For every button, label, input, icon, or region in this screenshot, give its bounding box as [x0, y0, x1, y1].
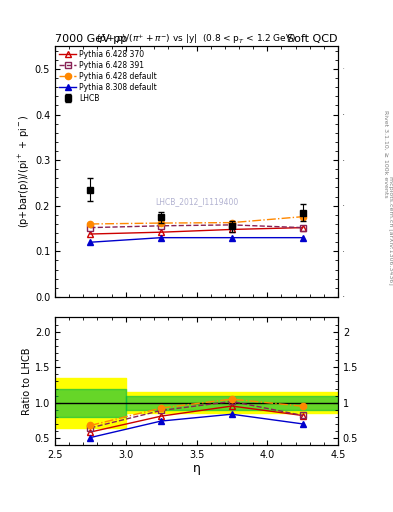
Pythia 6.428 default — [300, 214, 305, 220]
Text: Soft QCD: Soft QCD — [288, 33, 338, 44]
Line: Pythia 8.308 default: Pythia 8.308 default — [87, 234, 306, 245]
Pythia 6.428 391 — [300, 225, 305, 231]
Y-axis label: (p+bar(p))/(pi$^+$ + pi$^-$): (p+bar(p))/(pi$^+$ + pi$^-$) — [17, 115, 32, 228]
Pythia 6.428 391 — [159, 223, 163, 229]
Pythia 6.428 default — [230, 220, 234, 226]
Pythia 6.428 370 — [159, 229, 163, 235]
Legend: Pythia 6.428 370, Pythia 6.428 391, Pythia 6.428 default, Pythia 8.308 default, : Pythia 6.428 370, Pythia 6.428 391, Pyth… — [58, 49, 158, 104]
Pythia 6.428 391 — [230, 222, 234, 228]
Pythia 8.308 default — [159, 234, 163, 241]
Text: LHCB_2012_I1119400: LHCB_2012_I1119400 — [155, 197, 238, 206]
Text: Rivet 3.1.10, ≥ 100k events: Rivet 3.1.10, ≥ 100k events — [383, 110, 388, 198]
Pythia 6.428 370 — [230, 226, 234, 232]
Line: Pythia 6.428 370: Pythia 6.428 370 — [87, 224, 306, 237]
Pythia 8.308 default — [230, 234, 234, 241]
Line: Pythia 6.428 default: Pythia 6.428 default — [87, 214, 306, 227]
Pythia 6.428 370 — [88, 231, 93, 237]
Pythia 6.428 default — [88, 221, 93, 227]
Text: 7000 GeV pp: 7000 GeV pp — [55, 33, 127, 44]
Y-axis label: Ratio to LHCB: Ratio to LHCB — [22, 348, 32, 415]
Text: mcplots.cern.ch [arXiv:1306.3436]: mcplots.cern.ch [arXiv:1306.3436] — [388, 176, 393, 285]
Line: Pythia 6.428 391: Pythia 6.428 391 — [88, 222, 305, 230]
Title: $(\bar{p}+p)/(\pi^{+}+\pi^{-})$ vs |y|  (0.8 < p$_T$ < 1.2 GeV): $(\bar{p}+p)/(\pi^{+}+\pi^{-})$ vs |y| (… — [96, 32, 297, 46]
Pythia 6.428 370 — [300, 225, 305, 231]
Pythia 6.428 default — [159, 220, 163, 226]
X-axis label: η: η — [193, 462, 200, 475]
Pythia 6.428 391 — [88, 225, 93, 231]
Pythia 8.308 default — [300, 234, 305, 241]
Pythia 8.308 default — [88, 239, 93, 245]
